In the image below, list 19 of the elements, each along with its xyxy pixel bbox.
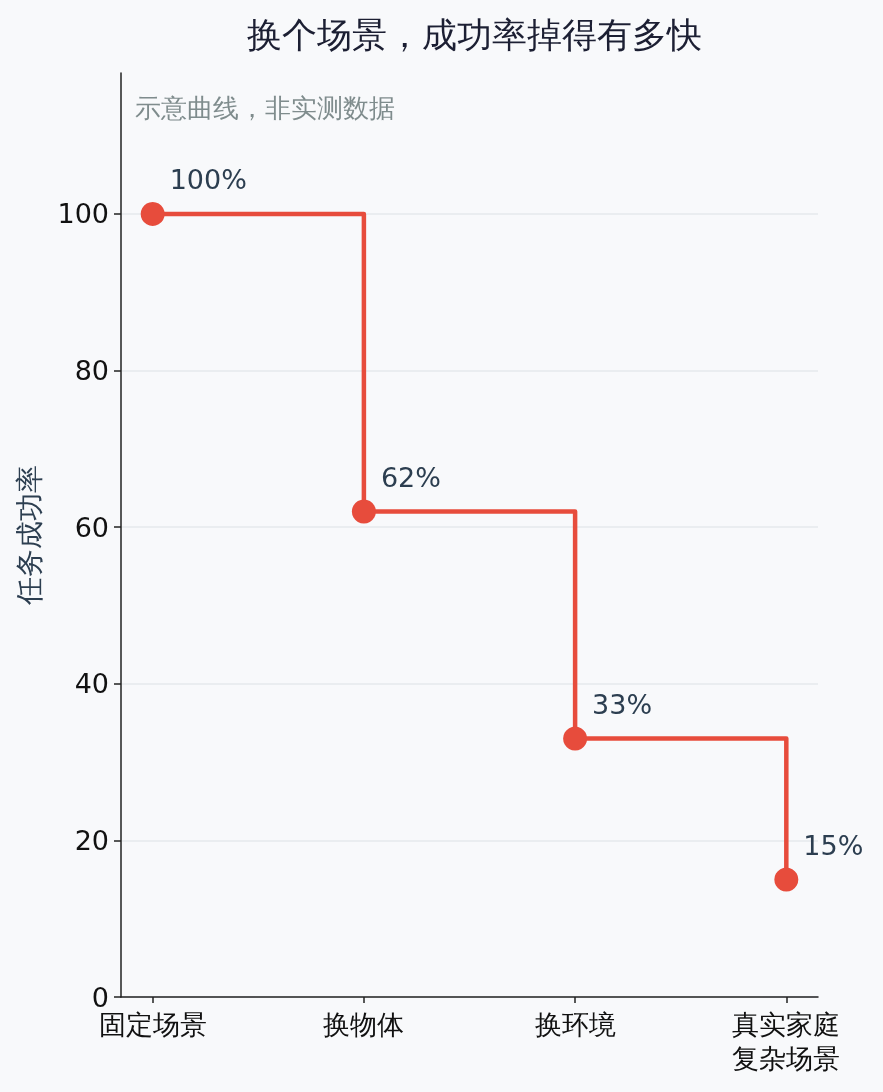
y-tick-label: 80 bbox=[74, 355, 109, 387]
data-label: 33% bbox=[592, 689, 653, 721]
y-tick-label: 60 bbox=[74, 511, 109, 543]
y-tick-label: 40 bbox=[74, 668, 109, 700]
point bbox=[563, 726, 588, 751]
y-axis-title: 任务成功率 bbox=[12, 465, 46, 606]
x-tick-label: 换环境 bbox=[534, 1008, 616, 1040]
annotation: 示意曲线，非实测数据 bbox=[135, 93, 395, 123]
data-label: 62% bbox=[380, 462, 441, 494]
x-tick-label: 换物体 bbox=[323, 1008, 405, 1040]
y-tick-label: 100 bbox=[57, 198, 109, 230]
data-label: 15% bbox=[803, 830, 864, 862]
y-tick-label: 20 bbox=[74, 824, 109, 856]
x-tick-label: 真实家庭复杂场景 bbox=[732, 1008, 841, 1074]
data-label: 100% bbox=[169, 164, 247, 196]
chart-title: 换个场景，成功率掉得有多快 bbox=[247, 14, 702, 55]
point bbox=[140, 201, 165, 226]
point bbox=[351, 499, 376, 524]
point bbox=[774, 867, 799, 892]
